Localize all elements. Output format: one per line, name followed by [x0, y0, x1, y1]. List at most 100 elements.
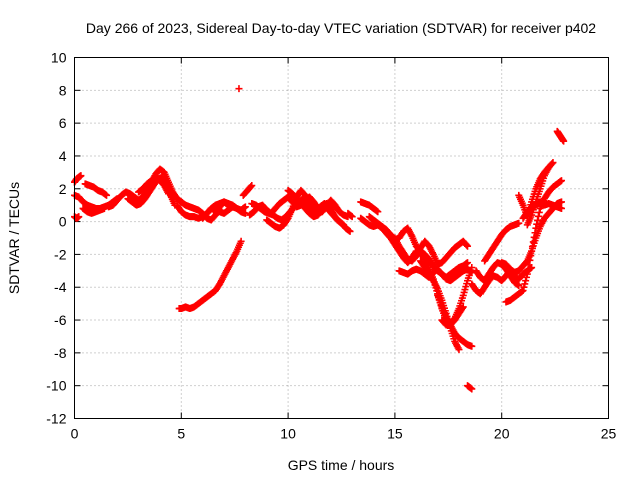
- y-tick-label: -8: [54, 345, 67, 361]
- data-point: [527, 252, 535, 260]
- data-point: [335, 206, 343, 214]
- data-point: [524, 266, 532, 274]
- series-track-20b: [502, 177, 566, 306]
- y-tick-label: -4: [54, 279, 67, 295]
- data-point: [532, 224, 540, 232]
- series-track-17b: [438, 264, 476, 329]
- data-point: [455, 346, 463, 354]
- data-point: [335, 208, 343, 216]
- series-track-8a: [239, 181, 256, 199]
- data-point: [515, 219, 523, 227]
- data-point: [549, 159, 557, 167]
- series-track-15a: [391, 234, 472, 268]
- data-point: [164, 190, 172, 198]
- data-point: [247, 182, 255, 190]
- data-point: [531, 229, 539, 237]
- data-point: [520, 283, 528, 291]
- data-point: [464, 242, 472, 250]
- data-point: [528, 243, 536, 251]
- data-point: [468, 264, 476, 272]
- y-tick-label: -6: [54, 312, 67, 328]
- y-tick-label: -12: [46, 411, 66, 427]
- data-point: [522, 273, 530, 281]
- data-point: [534, 216, 542, 224]
- x-tick-label: 20: [494, 426, 510, 442]
- data-point: [548, 160, 556, 168]
- series-track-19c: [481, 219, 523, 265]
- data-point: [558, 177, 566, 185]
- series-track-0c: [81, 180, 111, 199]
- x-tick-label: 5: [177, 426, 185, 442]
- data-point: [340, 221, 348, 229]
- data-points: [71, 85, 568, 393]
- data-point: [526, 256, 534, 264]
- series-track-0b: [79, 204, 108, 217]
- series-track-early-low: [71, 213, 83, 222]
- data-point: [100, 204, 108, 212]
- data-point: [459, 303, 467, 311]
- series-track-13b: [357, 198, 382, 216]
- series-track-8e: [284, 186, 343, 221]
- x-tick-label: 10: [280, 426, 296, 442]
- data-point: [468, 342, 476, 350]
- data-point: [468, 385, 476, 393]
- series-outlier-10: [464, 382, 476, 393]
- data-point: [235, 85, 243, 93]
- data-point: [533, 220, 541, 228]
- data-point: [519, 287, 527, 295]
- data-point: [521, 280, 529, 288]
- data-point: [525, 261, 533, 269]
- data-point: [346, 227, 354, 235]
- y-tick-label: -2: [54, 246, 67, 262]
- y-tick-label: 8: [59, 82, 67, 98]
- data-point: [374, 208, 382, 216]
- data-point: [523, 270, 531, 278]
- data-point: [558, 198, 566, 206]
- data-point: [558, 204, 566, 212]
- series-track-15b: [395, 265, 476, 285]
- y-tick-label: 6: [59, 115, 67, 131]
- series-track-1c: [135, 175, 172, 198]
- series-track-19b: [472, 259, 523, 290]
- x-axis-label: GPS time / hours: [288, 457, 395, 473]
- data-point: [545, 163, 553, 171]
- data-point: [522, 277, 530, 285]
- y-tick-label: 4: [59, 148, 67, 164]
- series-track-early: [71, 172, 85, 186]
- data-point: [241, 203, 249, 211]
- data-point: [103, 191, 111, 199]
- data-point: [464, 259, 472, 267]
- x-tick-label: 0: [71, 426, 79, 442]
- series-track-21c: [523, 163, 553, 229]
- series-track-6: [175, 237, 245, 313]
- data-point: [348, 213, 356, 221]
- data-point: [248, 181, 256, 189]
- plot-frame: [74, 57, 609, 419]
- y-tick-label: 0: [59, 214, 67, 230]
- data-point: [529, 238, 537, 246]
- data-point: [534, 212, 542, 220]
- data-point: [75, 213, 83, 221]
- series-track-5c: [199, 198, 249, 222]
- data-point: [241, 209, 249, 217]
- series-track-22: [553, 127, 568, 145]
- x-tick-label: 15: [387, 426, 403, 442]
- data-point: [237, 237, 245, 245]
- x-tick-label: 25: [601, 426, 617, 442]
- y-tick-label: 10: [51, 50, 67, 66]
- series-outlier-8: [235, 85, 243, 93]
- chart-title: Day 266 of 2023, Sidereal Day-to-day VTE…: [86, 20, 596, 36]
- grid: [74, 57, 609, 419]
- data-point: [530, 233, 538, 241]
- data-point: [560, 137, 568, 145]
- y-tick-label: 2: [59, 181, 67, 197]
- series-track-13: [344, 209, 356, 221]
- y-tick-label: -10: [46, 378, 66, 394]
- y-axis-label: SDTVAR / TECUs: [6, 182, 22, 294]
- data-point: [77, 172, 85, 180]
- data-point: [463, 241, 471, 249]
- data-point: [535, 208, 543, 216]
- data-point: [528, 247, 536, 255]
- axis-ticks: -12 -10 -8 -6 -4 -2 0 2 4 6 8 10 0 5 10 15 20 25: [46, 50, 616, 442]
